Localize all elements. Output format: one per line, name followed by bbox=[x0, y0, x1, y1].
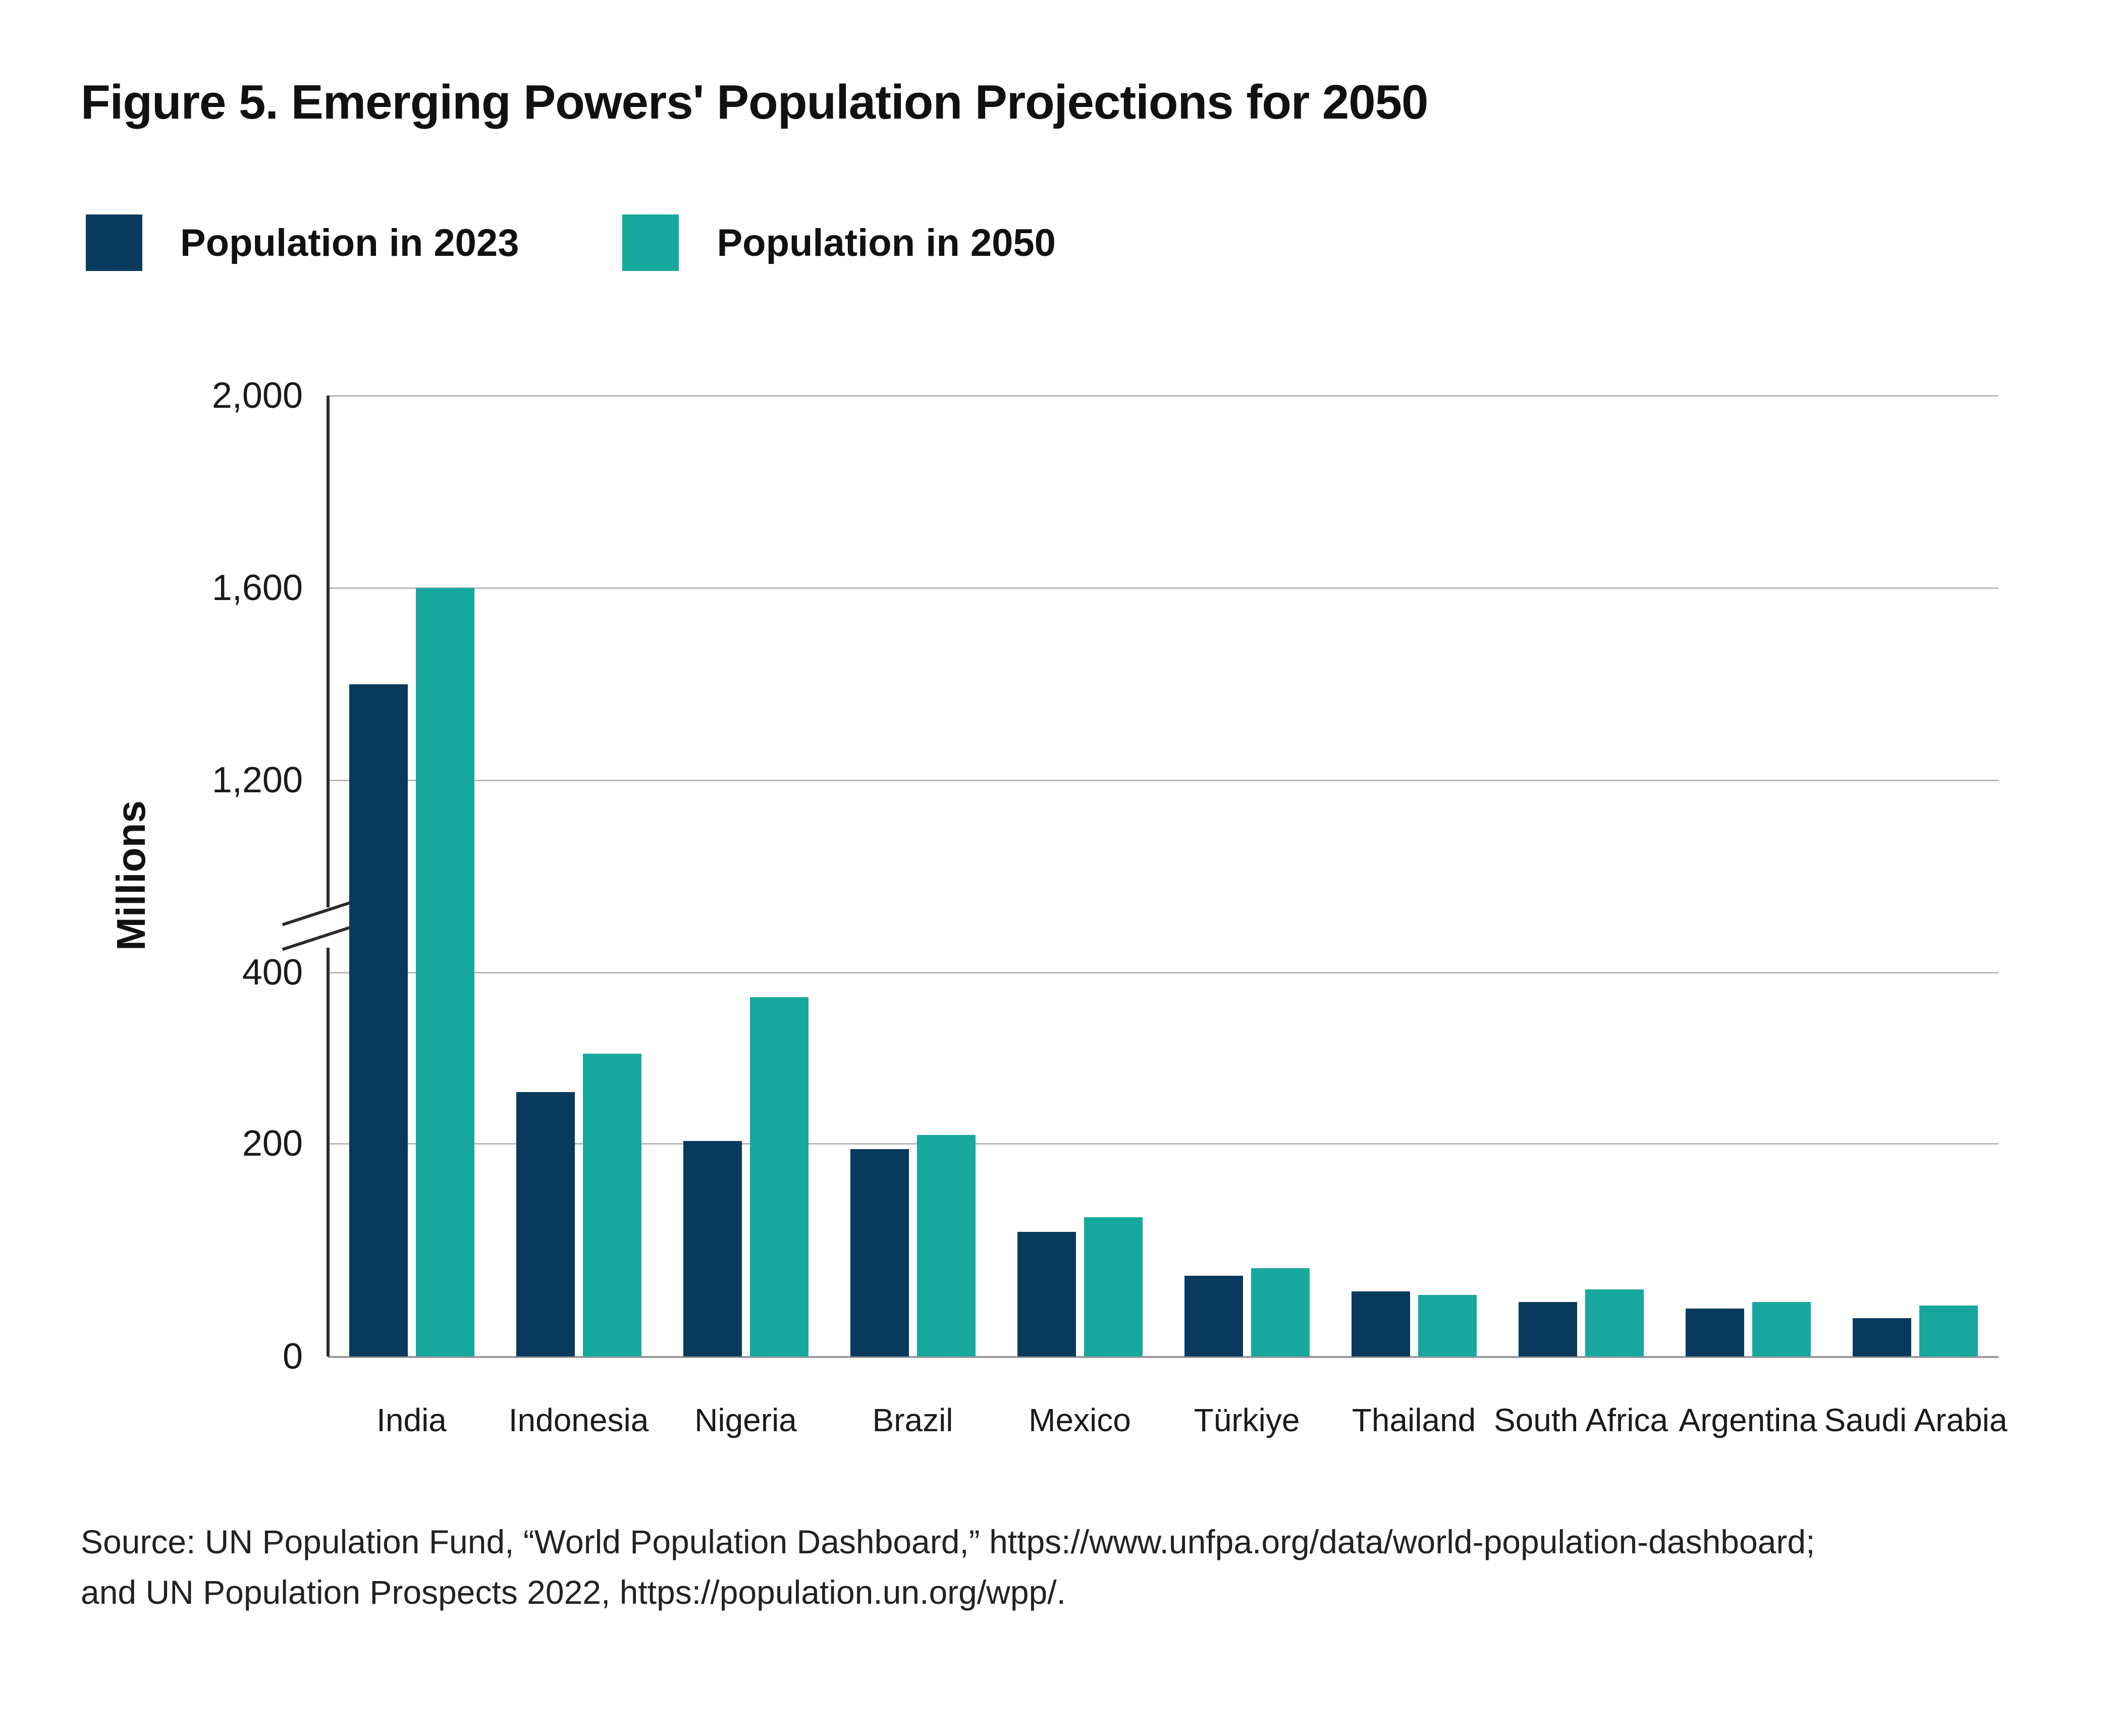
x-tick-label-brazil: Brazil bbox=[872, 1402, 953, 1438]
bar-south-africa-2050 bbox=[1585, 1289, 1644, 1357]
y-axis-line-segment-1 bbox=[327, 396, 330, 907]
bar-nigeria-2050 bbox=[749, 997, 808, 1357]
bar-saudi-arabia-2050 bbox=[1919, 1305, 1978, 1357]
bar-t-rkiye-2050 bbox=[1251, 1268, 1310, 1357]
legend-item-2050: Population in 2050 bbox=[622, 214, 1056, 271]
bar-nigeria-2023 bbox=[683, 1141, 742, 1357]
legend: Population in 2023 Population in 2050 bbox=[86, 214, 1056, 271]
figure-title: Figure 5. Emerging Powers' Population Pr… bbox=[81, 75, 1428, 129]
bar-thailand-2050 bbox=[1418, 1294, 1477, 1357]
y-axis-line-segment-2 bbox=[327, 948, 330, 1357]
x-tick-label-india: India bbox=[376, 1402, 447, 1438]
bar-indonesia-2050 bbox=[582, 1054, 641, 1357]
bar-mexico-2023 bbox=[1017, 1232, 1076, 1357]
bar-t-rkiye-2023 bbox=[1184, 1275, 1243, 1357]
y-tick-label-0: 0 bbox=[282, 1336, 303, 1377]
legend-label-2050: Population in 2050 bbox=[717, 221, 1056, 264]
bar-south-africa-2023 bbox=[1518, 1302, 1577, 1357]
y-tick-label-1200: 1,200 bbox=[211, 760, 303, 800]
y-tick-label-200: 200 bbox=[242, 1123, 303, 1164]
gridline-2000 bbox=[328, 395, 1999, 397]
bar-indonesia-2023 bbox=[516, 1092, 575, 1357]
gridline-200 bbox=[328, 1143, 1999, 1145]
bar-brazil-2023 bbox=[850, 1149, 909, 1357]
x-tick-label-nigeria: Nigeria bbox=[694, 1402, 797, 1438]
x-tick-label-argentina: Argentina bbox=[1679, 1402, 1817, 1438]
gridline-0 bbox=[328, 1355, 1999, 1358]
source-line-1: Source: UN Population Fund, “World Popul… bbox=[81, 1523, 1815, 1560]
x-tick-label-thailand: Thailand bbox=[1352, 1402, 1476, 1438]
x-tick-label-mexico: Mexico bbox=[1029, 1402, 1131, 1438]
x-tick-label-indonesia: Indonesia bbox=[508, 1402, 649, 1438]
bar-brazil-2050 bbox=[916, 1135, 976, 1357]
y-tick-label-400: 400 bbox=[242, 952, 303, 993]
bar-argentina-2023 bbox=[1685, 1309, 1744, 1357]
bar-thailand-2023 bbox=[1351, 1291, 1410, 1357]
bar-saudi-arabia-2023 bbox=[1852, 1318, 1911, 1357]
x-tick-label-south-africa: South Africa bbox=[1493, 1402, 1668, 1438]
y-tick-label-1600: 1,600 bbox=[211, 568, 303, 608]
bar-argentina-2050 bbox=[1752, 1302, 1811, 1357]
gridline-1600 bbox=[328, 587, 1999, 589]
x-tick-label-saudi-arabia: Saudi Arabia bbox=[1824, 1402, 2008, 1438]
gridline-400 bbox=[328, 971, 1999, 973]
x-tick-label-t-rkiye: Türkiye bbox=[1194, 1402, 1300, 1438]
bar-india-2050 bbox=[415, 588, 474, 1357]
source-line-2: and UN Population Prospects 2022, https:… bbox=[81, 1574, 1066, 1611]
legend-label-2023: Population in 2023 bbox=[180, 221, 519, 264]
bar-india-2023 bbox=[349, 684, 408, 1357]
gridline-1200 bbox=[328, 779, 1999, 781]
legend-item-2023: Population in 2023 bbox=[86, 214, 519, 271]
source-note: Source: UN Population Fund, “World Popul… bbox=[81, 1516, 1815, 1617]
y-tick-label-2000: 2,000 bbox=[211, 375, 303, 416]
bar-mexico-2050 bbox=[1084, 1217, 1143, 1357]
legend-swatch-2023-icon bbox=[86, 214, 142, 271]
legend-swatch-2050-icon bbox=[622, 214, 679, 271]
